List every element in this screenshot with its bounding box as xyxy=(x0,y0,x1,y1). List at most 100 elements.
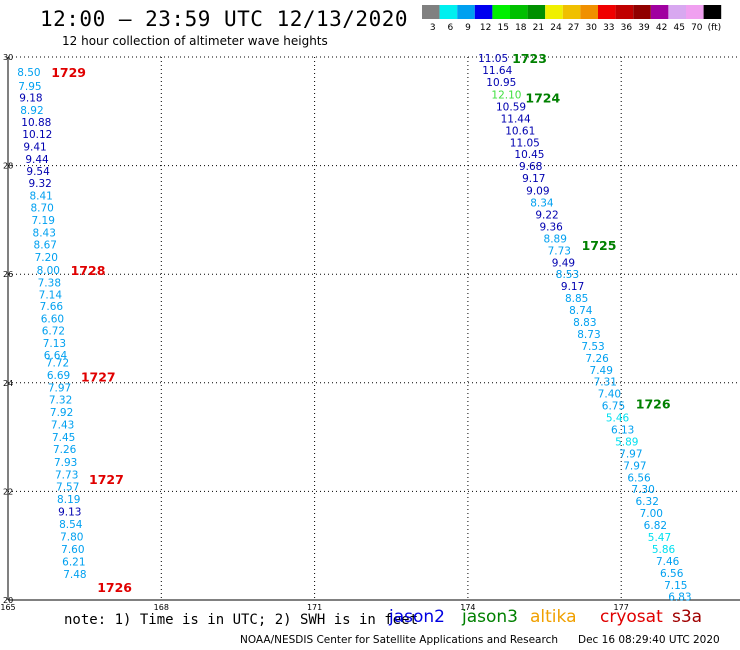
wave-height-value: 6.75 xyxy=(602,401,625,413)
wave-height-value: 7.14 xyxy=(39,289,63,301)
timestamp-text: Dec 16 08:29:40 UTC 2020 xyxy=(578,634,720,646)
wave-height-value: 7.92 xyxy=(50,407,73,419)
legend-label: 36 xyxy=(621,23,633,33)
legend-swatch xyxy=(545,5,563,19)
pass-time-label: 1725 xyxy=(582,238,617,253)
wave-height-value: 8.89 xyxy=(544,233,567,245)
wave-height-value: 7.20 xyxy=(35,252,58,264)
pass-time-label: 1729 xyxy=(51,65,86,80)
wave-height-value: 12.10 xyxy=(491,89,521,101)
wave-height-value: 9.18 xyxy=(19,93,42,105)
wave-height-value: 5.47 xyxy=(648,532,671,544)
x-tick-label: 174 xyxy=(460,603,475,612)
wave-height-value: 7.73 xyxy=(548,245,571,257)
x-tick-label: 177 xyxy=(614,603,629,612)
wave-height-value: 7.38 xyxy=(38,277,61,289)
wave-height-value: 6.56 xyxy=(627,472,651,484)
legend-swatch xyxy=(633,5,651,19)
wave-height-value: 7.26 xyxy=(585,353,609,365)
wave-height-value: 8.50 xyxy=(17,67,40,79)
pass-time-label: 1727 xyxy=(89,472,124,487)
legend-label: (ft) xyxy=(708,23,722,33)
satellite-name-jason3: jason3 xyxy=(462,607,518,627)
wave-height-value: 7.45 xyxy=(52,432,75,444)
track-jason3: 11.0511.6410.9512.1010.5911.4410.6111.05… xyxy=(478,51,691,604)
legend-swatch xyxy=(527,5,546,19)
page-title: 12:00 – 23:59 UTC 12/13/2020 xyxy=(40,7,409,31)
wave-height-value: 9.17 xyxy=(561,281,584,293)
wave-height-value: 9.32 xyxy=(28,178,51,190)
legend-label: 27 xyxy=(568,23,579,33)
wave-height-value: 7.53 xyxy=(581,341,604,353)
wave-height-value: 6.83 xyxy=(668,592,691,604)
satellite-name-s3a: s3a xyxy=(672,607,703,627)
wave-height-value: 7.13 xyxy=(43,338,66,350)
legend-label: 21 xyxy=(533,23,544,33)
legend-label: 30 xyxy=(585,23,597,33)
wave-height-value: 7.15 xyxy=(664,580,687,592)
wave-height-value: 5.86 xyxy=(652,544,676,556)
wave-height-value: 8.19 xyxy=(57,494,80,506)
page-subtitle: 12 hour collection of altimeter wave hei… xyxy=(62,34,328,48)
pass-time-label: 1724 xyxy=(525,91,560,106)
wave-height-value: 5.46 xyxy=(606,413,630,425)
wave-height-value: 7.73 xyxy=(55,470,78,482)
wave-height-value: 9.09 xyxy=(526,186,549,198)
wave-height-value: 11.44 xyxy=(501,113,531,125)
legend-label: 18 xyxy=(515,23,527,33)
wave-height-value: 11.05 xyxy=(510,137,540,149)
wave-height-value: 8.70 xyxy=(30,202,53,214)
wave-height-value: 6.13 xyxy=(611,424,634,436)
wave-height-value: 6.56 xyxy=(660,568,684,580)
y-tick-label: 30 xyxy=(3,53,13,62)
wave-height-value: 6.60 xyxy=(41,314,64,326)
wave-height-value: 8.41 xyxy=(29,190,52,202)
legend-label: 45 xyxy=(673,23,684,33)
track-altika: 8.507.959.188.9210.8810.129.419.449.549.… xyxy=(17,65,132,595)
wave-height-value: 7.80 xyxy=(60,531,83,543)
wave-height-value: 6.21 xyxy=(62,556,85,568)
wave-height-value: 8.85 xyxy=(565,293,588,305)
pass-time-label: 1728 xyxy=(71,263,106,278)
y-tick-label: 22 xyxy=(3,487,13,496)
wave-height-value: 9.68 xyxy=(519,161,542,173)
wave-height-value: 9.44 xyxy=(25,154,49,166)
x-tick-label: 171 xyxy=(307,603,322,612)
wave-height-value: 9.13 xyxy=(58,506,81,518)
wave-height-value: 8.92 xyxy=(20,105,43,117)
legend-label: 6 xyxy=(448,23,454,33)
legend-swatch xyxy=(439,5,458,19)
wave-height-value: 7.00 xyxy=(640,508,663,520)
satellite-name-cryosat: cryosat xyxy=(600,607,663,627)
wave-height-value: 10.59 xyxy=(496,101,526,113)
wave-height-value: 10.95 xyxy=(486,77,516,89)
legend-swatch xyxy=(422,5,440,19)
wave-height-value: 8.54 xyxy=(59,519,83,531)
wave-height-value: 7.66 xyxy=(40,301,64,313)
legend-swatch xyxy=(686,5,704,19)
legend-swatch xyxy=(615,5,634,19)
wave-height-value: 7.97 xyxy=(623,460,646,472)
wave-height-value: 6.69 xyxy=(47,370,70,382)
wave-height-value: 7.95 xyxy=(18,81,41,93)
wave-height-value: 7.19 xyxy=(32,215,55,227)
wave-height-value: 8.00 xyxy=(37,265,60,277)
legend-label: 70 xyxy=(691,23,703,33)
legend-swatch xyxy=(510,5,528,19)
wave-height-value: 6.64 xyxy=(44,350,68,362)
wave-height-value: 11.64 xyxy=(482,65,512,77)
legend-swatch xyxy=(703,5,722,19)
wave-height-value: 7.97 xyxy=(619,448,642,460)
pass-time-label: 1726 xyxy=(97,580,132,595)
wave-height-value: 8.34 xyxy=(530,198,554,210)
legend-swatch xyxy=(580,5,598,19)
x-tick-label: 165 xyxy=(0,603,15,612)
wave-height-value: 7.60 xyxy=(61,544,84,556)
wave-height-value: 10.12 xyxy=(22,129,52,141)
wave-height-value: 7.49 xyxy=(590,365,613,377)
wave-height-value: 7.93 xyxy=(54,457,77,469)
legend-swatch xyxy=(457,5,475,19)
units-note: note: 1) Time is in UTC; 2) SWH is in fe… xyxy=(64,612,419,628)
y-tick-label: 26 xyxy=(3,270,13,279)
wave-height-value: 9.17 xyxy=(522,173,545,185)
